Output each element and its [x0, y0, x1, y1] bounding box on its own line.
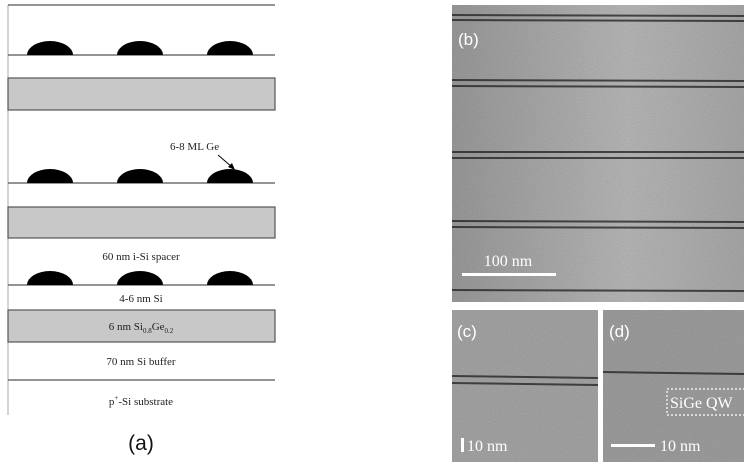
panel-b: (b) 100 nm	[452, 5, 744, 302]
panel-label: (b)	[458, 30, 479, 49]
text: Ge	[152, 321, 165, 333]
panel-a: 6-8 ML Ge 60 nm i-Si spacer 4-6 nm Si 6 …	[8, 5, 275, 455]
figure: 6-8 ML Ge 60 nm i-Si spacer 4-6 nm Si 6 …	[0, 0, 744, 462]
subscript: 0.2	[165, 327, 174, 335]
panel-label: (c)	[457, 322, 477, 341]
scale-label: 10 nm	[660, 438, 701, 455]
caption: (a)	[128, 432, 154, 455]
ge-label: 6-8 ML Ge	[170, 141, 219, 153]
scale-label: 10 nm	[467, 438, 508, 455]
panel-c: (c) 10 nm	[452, 310, 598, 462]
layer-label: p+-Si substrate	[109, 394, 173, 408]
panel-d: (d) SiGe QW 10 nm	[603, 310, 744, 462]
scale-label: 100 nm	[484, 253, 533, 270]
annotation: SiGe QW	[670, 395, 734, 412]
layer-label: 70 nm Si buffer	[106, 356, 175, 368]
panel-label: (d)	[609, 322, 630, 341]
layer-label: 60 nm i-Si spacer	[102, 251, 180, 263]
text: -Si substrate	[118, 396, 173, 408]
text: 4-6 nm Si	[119, 293, 162, 305]
text: 70 nm Si buffer	[106, 356, 175, 368]
layer-label: 6 nm Si0.8Ge0.2	[109, 321, 174, 335]
layer-label: 4-6 nm Si	[119, 293, 162, 305]
text: 60 nm i-Si spacer	[102, 251, 180, 263]
text: 6 nm Si	[109, 321, 143, 333]
